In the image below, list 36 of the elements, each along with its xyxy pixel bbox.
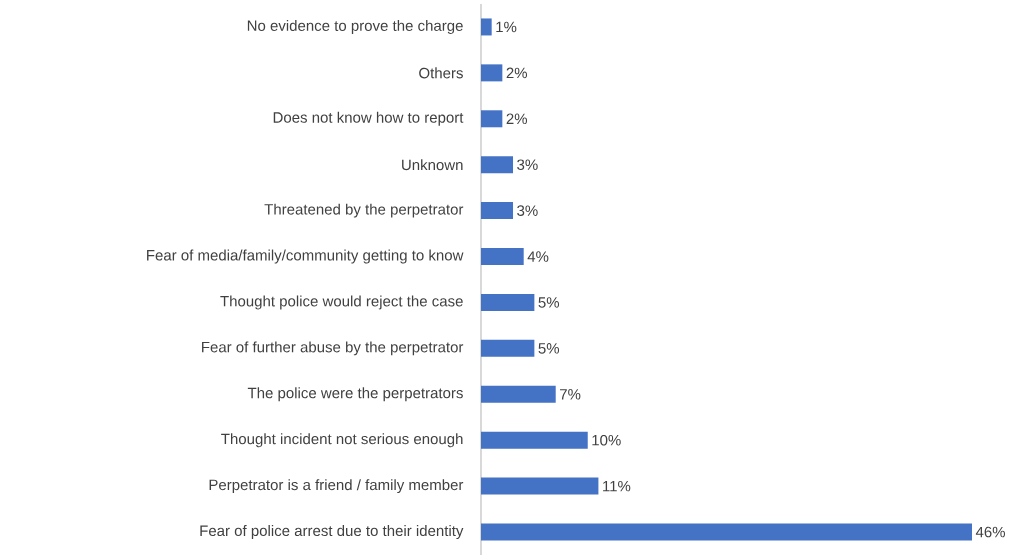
y-tick-label: Others <box>419 67 463 79</box>
bar <box>481 18 492 36</box>
y-tick-label: Does not know how to report <box>273 111 464 126</box>
y-tick-label: Fear of media/family/community getting to know <box>147 249 464 264</box>
data-label: 46% <box>975 526 1005 538</box>
y-tick-label: Fear of police arrest due to their identity <box>200 525 464 540</box>
y-tick-label: Thought police would reject the case <box>220 295 463 310</box>
y-tick-label: Unknown <box>402 159 463 171</box>
data-label: 1% <box>496 21 517 33</box>
data-label: 2% <box>506 113 528 125</box>
data-label: 3% <box>517 205 538 216</box>
y-tick-label: The police were the perpetrators <box>247 387 463 402</box>
bar <box>481 477 599 495</box>
y-tick-label: No evidence to prove the charge <box>247 19 463 34</box>
bar <box>481 431 588 449</box>
data-label: 7% <box>560 389 581 400</box>
bar <box>481 248 524 266</box>
bar <box>481 64 503 82</box>
data-label: 11% <box>603 480 631 492</box>
bar <box>481 202 514 220</box>
data-label: 5% <box>538 297 560 308</box>
bar <box>481 385 556 403</box>
y-tick-label: Fear of further abuse by the perpetrator <box>202 341 464 356</box>
data-label: 2% <box>506 67 528 79</box>
data-label: 5% <box>538 343 560 354</box>
bar <box>481 339 535 357</box>
data-label: 10% <box>592 434 621 446</box>
bar <box>481 110 503 128</box>
bar <box>481 156 514 174</box>
data-label: 4% <box>527 251 549 262</box>
data-label: 3% <box>517 159 538 171</box>
y-tick-label: Perpetrator is a friend / family member <box>209 479 464 494</box>
bar <box>481 293 535 311</box>
y-tick-label: Threatened by the perpetrator <box>264 203 464 218</box>
y-tick-label: Thought incident not serious enough <box>221 433 463 448</box>
bar <box>481 523 972 541</box>
